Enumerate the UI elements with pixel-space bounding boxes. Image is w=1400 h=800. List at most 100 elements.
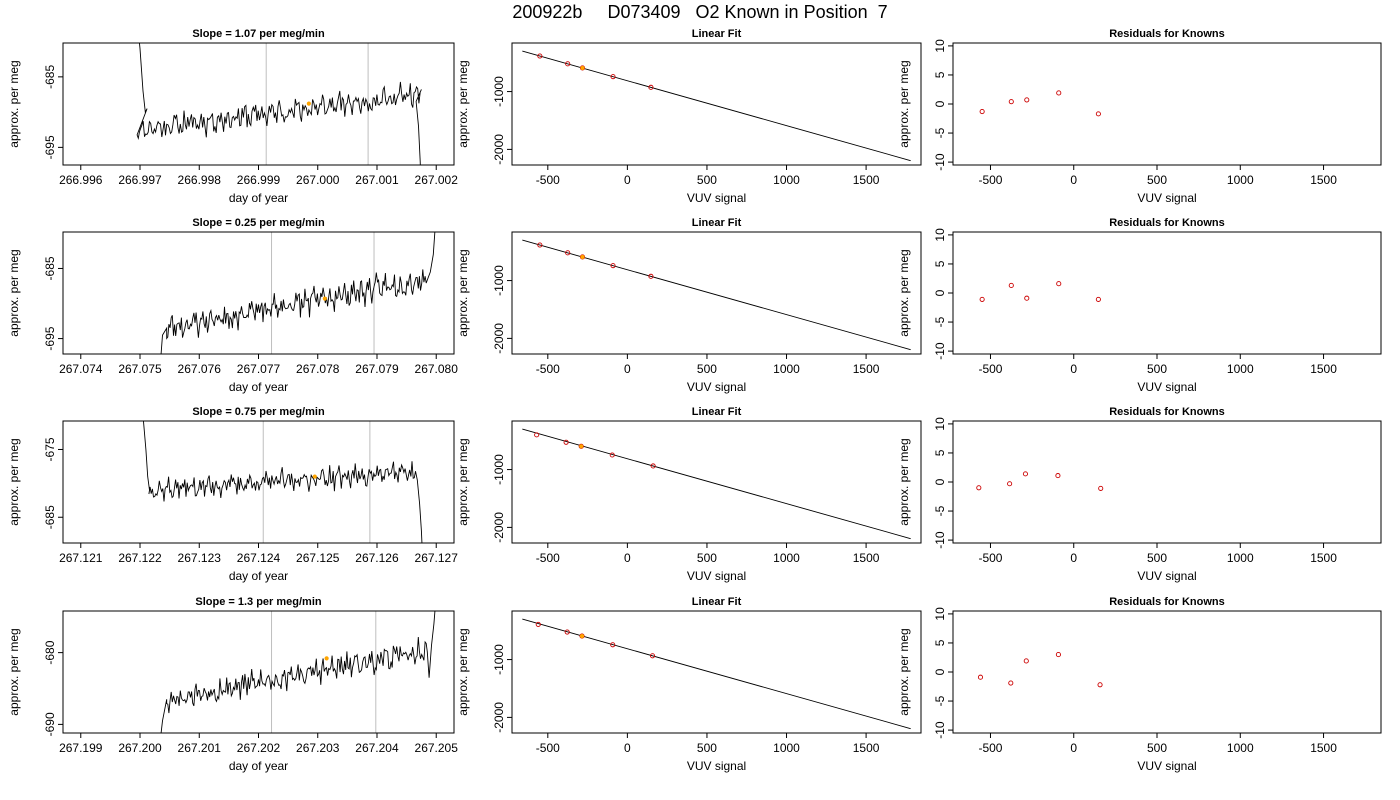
- x-tick-label: 267.124: [237, 551, 281, 565]
- x-tick-label: 267.127: [415, 551, 459, 565]
- plot-frame: [511, 610, 922, 734]
- y-tick-label: -685: [43, 65, 57, 89]
- x-tick-label: 500: [697, 362, 717, 376]
- x-tick-label: 267.199: [59, 741, 103, 755]
- x-tick-label: 500: [1147, 741, 1167, 755]
- x-tick-label: 1500: [853, 551, 880, 565]
- x-axis-label: VUV signal: [687, 380, 746, 394]
- panel-title: Residuals for Knowns: [1109, 406, 1225, 418]
- x-axis-label: VUV signal: [687, 191, 746, 205]
- plot-frame: [952, 231, 1382, 355]
- data-point: [1098, 485, 1104, 491]
- y-tick-label: -10: [933, 721, 947, 739]
- panel-title: Linear Fit: [692, 406, 742, 418]
- data-point: [535, 621, 541, 627]
- x-tick-label: 267.125: [296, 551, 340, 565]
- highlight-point: [322, 296, 327, 301]
- x-tick-label: 267.200: [118, 741, 162, 755]
- y-axis-label: approx. per meg: [7, 60, 21, 147]
- plot-frame: [511, 231, 922, 355]
- y-tick-label: 10: [933, 228, 947, 242]
- x-tick-label: 500: [697, 173, 717, 187]
- panel-2-2: Residuals for Knowns -500 0 500 1000 1500 10 5 0…: [897, 406, 1382, 583]
- x-tick-label: 1500: [1310, 741, 1337, 755]
- y-tick-label: -2000: [492, 323, 506, 354]
- x-tick-label: 1000: [1227, 741, 1254, 755]
- x-tick-label: 267.203: [296, 741, 340, 755]
- x-tick-label: -500: [978, 741, 1002, 755]
- x-tick-label: 0: [624, 173, 631, 187]
- x-tick-label: 1000: [1227, 173, 1254, 187]
- x-tick-label: 1000: [773, 362, 800, 376]
- x-axis-label: day of year: [229, 759, 288, 773]
- data-point: [977, 674, 984, 680]
- y-tick-label: -5: [933, 127, 947, 138]
- x-tick-label: 500: [697, 551, 717, 565]
- data-point: [1056, 281, 1062, 287]
- x-tick-label: 500: [697, 741, 717, 755]
- x-tick-label: -500: [536, 741, 560, 755]
- data-point: [1008, 680, 1014, 686]
- plot-frame: [952, 42, 1382, 166]
- fit-line: [522, 428, 911, 540]
- highlight-point: [579, 444, 584, 449]
- fit-line: [522, 50, 911, 162]
- y-tick-label: 0: [933, 478, 947, 485]
- x-tick-label: 0: [1070, 551, 1077, 565]
- y-tick-label: 10: [933, 39, 947, 53]
- x-tick-label: 267.201: [178, 741, 222, 755]
- x-tick-label: 267.080: [415, 362, 459, 376]
- x-tick-label: 267.123: [178, 551, 222, 565]
- y-tick-label: -1000: [492, 76, 506, 107]
- panel-0-0: Slope = 1.07 per meg/min 266.996 266.997 26…: [7, 28, 459, 205]
- plot-frame: [62, 420, 455, 544]
- data-point: [537, 242, 543, 248]
- x-tick-label: 1500: [853, 173, 880, 187]
- y-tick-label: -2000: [492, 512, 506, 543]
- x-tick-label: -500: [536, 173, 560, 187]
- x-tick-label: 266.996: [59, 173, 103, 187]
- figure-title: 200922b D073409 O2 Known in Position 7: [512, 2, 888, 22]
- data-point: [1056, 90, 1062, 96]
- x-tick-label: -500: [978, 173, 1002, 187]
- y-tick-label: -2000: [492, 702, 506, 733]
- data-point: [565, 61, 571, 67]
- plot-area: [522, 428, 911, 540]
- y-tick-label: -1000: [492, 265, 506, 296]
- x-tick-label: 267.002: [415, 173, 459, 187]
- y-axis-label: approx. per meg: [456, 438, 470, 525]
- data-point: [565, 250, 571, 256]
- data-point: [648, 84, 654, 90]
- x-tick-label: 267.075: [118, 362, 162, 376]
- data-trace: [136, 43, 422, 165]
- fit-line: [522, 618, 911, 730]
- x-tick-label: 267.078: [296, 362, 340, 376]
- highlight-point: [579, 633, 585, 639]
- x-tick-label: 267.121: [59, 551, 103, 565]
- x-tick-label: 267.001: [355, 173, 399, 187]
- plot-area: [979, 90, 1101, 117]
- x-tick-label: -500: [536, 551, 560, 565]
- x-tick-label: 1500: [853, 362, 880, 376]
- data-point: [610, 74, 616, 80]
- x-tick-label: 267.076: [178, 362, 222, 376]
- x-tick-label: 267.077: [237, 362, 281, 376]
- x-tick-label: 1500: [853, 741, 880, 755]
- panel-3-0: Slope = 1.3 per meg/min 267.199 267.200 267…: [7, 596, 458, 773]
- y-tick-label: 10: [933, 607, 947, 621]
- panel-0-2: Residuals for Knowns -500 0 500 1000 1500 10 5 0…: [897, 28, 1382, 205]
- y-axis-label: approx. per meg: [897, 628, 911, 715]
- y-tick-label: -5: [933, 695, 947, 706]
- x-tick-label: 500: [1147, 362, 1167, 376]
- x-tick-label: 1500: [1310, 362, 1337, 376]
- plot-frame: [952, 420, 1382, 544]
- x-tick-label: 0: [1070, 741, 1077, 755]
- y-axis-label: approx. per meg: [7, 628, 21, 715]
- x-tick-label: -500: [978, 551, 1002, 565]
- y-tick-label: -1000: [492, 454, 506, 485]
- panel-2-1: Linear Fit -500 0 500 1000 1500 -1000 -2000 VUV …: [456, 406, 922, 583]
- data-point: [1008, 282, 1014, 288]
- data-point: [1095, 296, 1101, 302]
- plot-frame: [62, 610, 455, 734]
- x-tick-label: 266.998: [178, 173, 222, 187]
